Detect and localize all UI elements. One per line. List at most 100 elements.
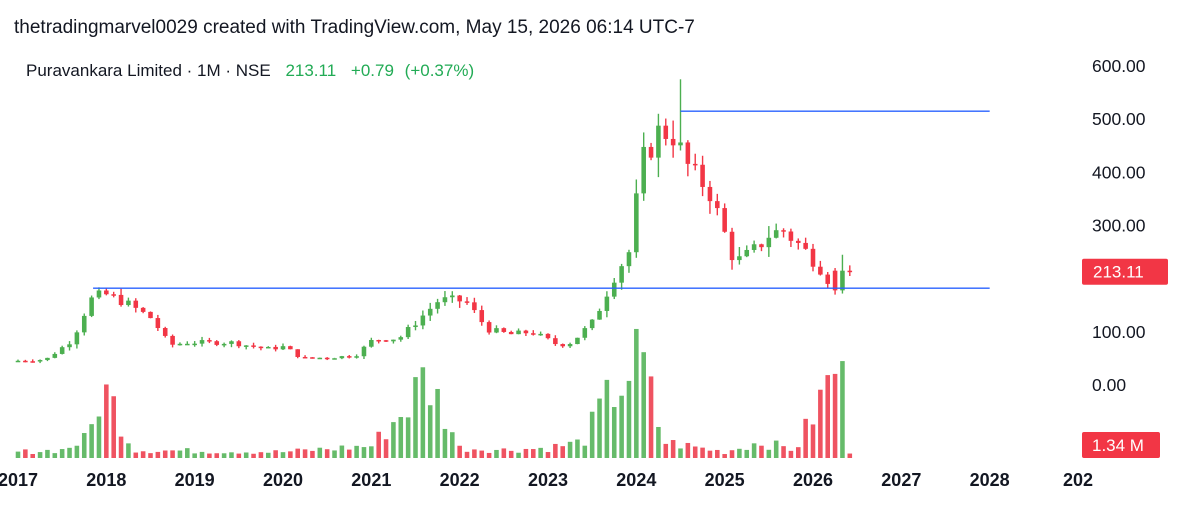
candle-body [530, 333, 536, 335]
candle-body [766, 237, 772, 248]
candle-body [376, 339, 381, 342]
candle-body [707, 186, 713, 202]
candle-body [148, 311, 153, 319]
volume-bar [560, 446, 566, 458]
volume-bar [258, 452, 264, 458]
candle-body [15, 360, 21, 363]
volume-bar [464, 451, 470, 458]
candle-body [251, 345, 256, 347]
volume-bar [582, 445, 588, 458]
volume-bar [155, 451, 161, 458]
volume-bar [118, 436, 124, 458]
candle-body [634, 193, 639, 253]
price-badge-label: 213.11 [1093, 263, 1144, 282]
time-tick-label: 202 [1063, 470, 1093, 490]
volume-bar [604, 379, 610, 458]
time-tick-label: 2024 [616, 470, 656, 490]
volume-bar [825, 375, 831, 458]
candle-body [479, 310, 485, 323]
candle-body [302, 356, 308, 359]
volume-bar [310, 450, 315, 458]
candle-body [597, 310, 602, 320]
volume-bar [634, 328, 639, 458]
volume-bar [177, 450, 183, 458]
price-tick-label: 100.00 [1092, 322, 1146, 342]
candle-body [604, 296, 610, 311]
volume-bar [722, 454, 727, 458]
candle-body [832, 270, 838, 291]
candle-body [722, 208, 727, 232]
time-tick-label: 2020 [263, 470, 303, 490]
volume-bar [523, 448, 529, 458]
volume-bar [236, 453, 242, 458]
time-tick-label: 2017 [0, 470, 38, 490]
candle-body [413, 325, 418, 328]
candle-body [560, 344, 566, 347]
candle-body [391, 339, 396, 342]
candle-body [435, 302, 440, 309]
candle-body [457, 295, 462, 302]
candle-body [170, 335, 175, 345]
symbol-legend[interactable]: Puravankara Limited · 1M · NSE 213.11 +0… [26, 61, 474, 81]
volume-bar [280, 452, 286, 458]
candle-body [744, 249, 750, 257]
candle-body [494, 328, 499, 333]
candle-body [177, 343, 183, 346]
price-badges: 213.11 1.34 M [1082, 258, 1168, 458]
volume-bar [641, 352, 646, 458]
candle-body [729, 231, 735, 261]
candle-body [295, 349, 301, 357]
volume-bar [611, 407, 617, 458]
volume-bar [199, 451, 205, 458]
volume-bar [530, 449, 536, 458]
candle-body [59, 347, 65, 354]
volume-bar [104, 384, 109, 458]
candle-body [656, 125, 661, 158]
volume-bar [96, 416, 102, 458]
volume-bar [766, 449, 772, 458]
volume-bar [501, 448, 507, 458]
volume-bar [37, 452, 43, 458]
volume-bar [214, 453, 220, 458]
candle-body [37, 360, 43, 362]
candle-body [369, 339, 374, 347]
volume-bar [295, 448, 301, 458]
volume-bar [457, 445, 462, 458]
volume-bar [420, 367, 426, 458]
candle-body [442, 297, 448, 303]
price-badge [1082, 258, 1168, 285]
candle-body [192, 343, 197, 346]
candle-body [420, 315, 426, 326]
candle-body [818, 266, 823, 275]
volume-bar [435, 388, 440, 458]
volume-bar [670, 440, 676, 458]
volume-bar [715, 449, 720, 458]
volume-bar [251, 453, 256, 458]
volume-bar [67, 447, 72, 458]
volume-bar [575, 439, 580, 458]
volume-bar [185, 448, 190, 458]
volume-bar [288, 451, 293, 458]
candle-body [67, 344, 72, 348]
candle-body [847, 270, 853, 273]
candle-body [30, 361, 36, 363]
trend-lines [93, 110, 990, 289]
volume-bar [685, 442, 691, 458]
volume-bar [354, 445, 359, 458]
volume-bar [148, 453, 153, 458]
time-tick-label: 2025 [705, 470, 745, 490]
candle-body [346, 356, 352, 358]
candle-body [781, 230, 786, 232]
volume-bars [15, 328, 853, 458]
candle-body [332, 358, 337, 360]
volume-bar [810, 424, 816, 458]
candle-body [243, 345, 249, 347]
candle-body [523, 330, 529, 334]
volume-bar [847, 453, 853, 458]
candle-body [45, 357, 50, 361]
volume-bar [111, 396, 116, 458]
volume-bar [795, 447, 801, 458]
volume-bar [405, 417, 411, 458]
time-tick-label: 2023 [528, 470, 568, 490]
